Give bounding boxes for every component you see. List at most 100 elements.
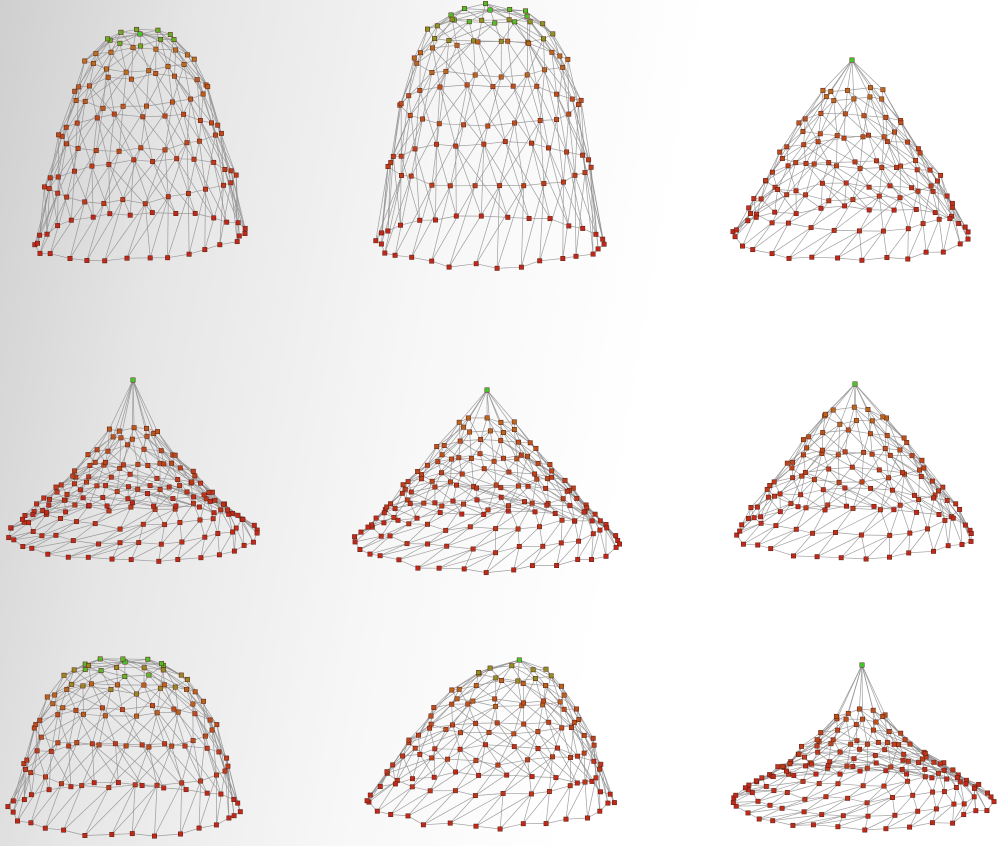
strut: [171, 740, 194, 747]
joint-node: [477, 451, 483, 457]
joint-node: [461, 566, 467, 572]
strut: [108, 489, 138, 512]
joint-node: [869, 418, 875, 424]
strut: [47, 675, 65, 698]
strut: [75, 707, 103, 711]
strut: [921, 476, 948, 501]
strut: [545, 668, 562, 687]
strut: [496, 185, 525, 269]
strut: [65, 91, 76, 128]
joint-node: [236, 233, 242, 239]
strut: [194, 691, 213, 731]
strut: [805, 163, 815, 195]
joint-node: [498, 38, 504, 44]
strut: [122, 149, 166, 200]
joint-node: [548, 673, 554, 679]
strut: [160, 39, 185, 65]
strut: [873, 729, 890, 732]
joint-node: [962, 522, 968, 528]
joint-node: [144, 425, 149, 431]
strut: [435, 144, 437, 221]
strut: [548, 721, 572, 728]
joint-node: [925, 526, 930, 532]
strut: [804, 783, 839, 800]
strut: [500, 440, 504, 459]
strut: [445, 71, 476, 76]
strut: [184, 745, 208, 749]
strut: [557, 747, 578, 757]
strut: [191, 481, 216, 501]
strut: [876, 160, 891, 186]
strut: [505, 141, 532, 144]
strut: [501, 496, 525, 502]
strut: [796, 504, 828, 530]
strut: [514, 746, 557, 778]
strut: [80, 489, 103, 498]
joint-node: [859, 479, 865, 485]
strut: [923, 218, 940, 224]
strut: [569, 752, 585, 786]
strut: [448, 185, 476, 268]
strut: [61, 742, 78, 784]
strut: [796, 207, 822, 214]
strut: [595, 777, 601, 812]
strut: [522, 793, 532, 824]
joint-node: [425, 541, 431, 547]
strut: [494, 698, 524, 725]
joint-node: [115, 682, 121, 688]
strut: [146, 428, 174, 456]
strut: [127, 498, 176, 507]
strut: [179, 485, 194, 504]
strut: [180, 467, 213, 493]
joint-node: [84, 479, 89, 485]
strut: [475, 793, 504, 796]
strut: [548, 722, 578, 757]
joint-node: [481, 141, 487, 147]
joint-node: [459, 471, 465, 477]
strut: [96, 464, 105, 486]
strut: [45, 742, 59, 778]
joint-node: [221, 501, 226, 507]
strut: [471, 458, 474, 487]
joint-node: [864, 741, 870, 747]
strut: [78, 53, 97, 88]
strut: [513, 546, 544, 571]
strut: [444, 440, 461, 446]
joint-node: [58, 516, 63, 521]
joint-node: [21, 797, 27, 803]
joint-node: [819, 180, 825, 186]
strut: [837, 724, 857, 731]
joint-node: [823, 411, 829, 417]
strut: [775, 503, 792, 526]
joint-node: [790, 475, 796, 481]
joint-node: [128, 504, 134, 510]
strut: [830, 91, 846, 114]
strut: [407, 481, 451, 501]
strut: [431, 184, 451, 187]
strut: [565, 817, 588, 820]
joint-node: [373, 515, 379, 521]
strut: [767, 475, 802, 490]
strut: [480, 144, 485, 217]
strut: [41, 521, 77, 537]
strut: [86, 203, 105, 261]
strut: [131, 784, 136, 834]
strut: [458, 672, 479, 690]
strut: [915, 160, 919, 192]
strut: [803, 797, 848, 813]
strut: [535, 448, 548, 479]
joint-node: [483, 742, 488, 748]
strut: [230, 170, 246, 234]
strut: [542, 23, 561, 57]
joint-node: [146, 744, 152, 750]
joint-node: [549, 49, 555, 55]
strut: [430, 689, 453, 717]
strut: [906, 442, 925, 469]
strut: [144, 149, 166, 204]
joint-node: [374, 808, 380, 814]
joint-node: [852, 381, 858, 387]
strut: [837, 783, 864, 787]
joint-node: [473, 720, 479, 726]
strut: [793, 532, 836, 557]
strut: [863, 420, 873, 453]
